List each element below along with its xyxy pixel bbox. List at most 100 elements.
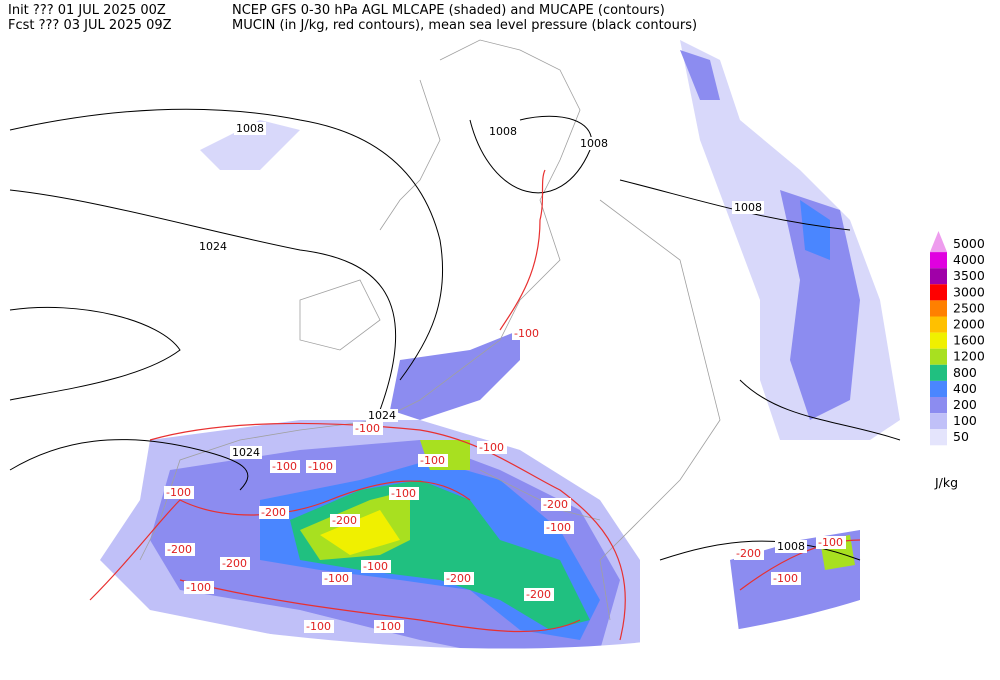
legend-label: 2500	[953, 300, 985, 315]
legend-swatch	[930, 284, 947, 301]
cin-label: -100	[818, 536, 843, 549]
pressure-label: 1024	[232, 446, 260, 459]
legend-label: 5000	[953, 236, 985, 251]
cin-label: -100	[306, 620, 331, 633]
legend-label: 200	[953, 397, 977, 412]
header-subtitle: MUCIN (in J/kg, red contours), mean sea …	[232, 18, 697, 33]
label-box	[444, 572, 474, 585]
contour-labels: 1008 1008 1008 1008 1024 1024 1024 1008 -100 -100…	[164, 122, 846, 633]
label-box	[816, 536, 846, 549]
cin-label: -100	[272, 460, 297, 473]
legend-label: 800	[953, 365, 977, 380]
legend-label: 400	[953, 381, 977, 396]
label-box	[544, 521, 574, 534]
cin-label: -100	[166, 486, 191, 499]
label-box	[330, 514, 360, 527]
pressure-label: 1008	[580, 137, 608, 150]
label-box	[234, 122, 266, 135]
label-box	[512, 327, 542, 340]
cin-label: -100	[308, 460, 333, 473]
label-box	[541, 498, 571, 511]
legend-label: 3500	[953, 268, 985, 283]
pressure-label: 1008	[489, 125, 517, 138]
cin-label: -100	[324, 572, 349, 585]
cin-label: -100	[773, 572, 798, 585]
cin-label: -100	[479, 441, 504, 454]
isobars	[9, 108, 901, 561]
pressure-label: 1024	[199, 240, 227, 253]
pressure-label: 1008	[734, 201, 762, 214]
cin-label: -100	[376, 620, 401, 633]
label-box	[259, 506, 289, 519]
label-box	[732, 201, 764, 214]
cin-label: -100	[420, 454, 445, 467]
label-box	[477, 441, 507, 454]
legend-label: 3000	[953, 284, 985, 299]
cin-label: -200	[446, 572, 471, 585]
label-box	[197, 240, 229, 253]
legend-label: 4000	[953, 252, 985, 267]
label-box	[524, 588, 554, 601]
cin-label: -200	[261, 506, 286, 519]
label-box	[230, 446, 262, 459]
legend-swatch	[930, 231, 947, 252]
legend-swatch	[930, 268, 947, 285]
cin-label: -200	[736, 547, 761, 560]
label-box	[775, 540, 807, 553]
label-box	[366, 409, 398, 422]
pressure-label: 1008	[236, 122, 264, 135]
legend-swatch	[930, 380, 947, 397]
label-box	[734, 547, 764, 560]
legend-swatch	[930, 348, 947, 365]
legend-swatch	[930, 332, 947, 349]
label-box	[374, 620, 404, 633]
header-init: Init ??? 01 JUL 2025 00Z	[8, 3, 166, 18]
legend-swatch	[930, 413, 947, 430]
cin-label: -100	[355, 422, 380, 435]
label-box	[487, 125, 519, 138]
label-box	[322, 572, 352, 585]
cin-label: -200	[167, 543, 192, 556]
legend-label: 1600	[953, 333, 985, 348]
pressure-label: 1008	[777, 540, 805, 553]
cin-label: -200	[526, 588, 551, 601]
label-box	[353, 422, 383, 435]
cin-label: -100	[363, 560, 388, 573]
label-box	[270, 460, 300, 473]
pressure-label: 1024	[368, 409, 396, 422]
legend-swatch	[930, 300, 947, 317]
cin-label: -100	[546, 521, 571, 534]
legend-swatch	[930, 316, 947, 333]
legend-label: 100	[953, 413, 977, 428]
label-box	[361, 560, 391, 573]
label-box	[304, 620, 334, 633]
legend-swatch	[930, 364, 947, 381]
label-box	[184, 581, 214, 594]
label-box	[389, 487, 419, 500]
cape-shading	[100, 40, 900, 670]
label-box	[418, 454, 448, 467]
cin-label: -100	[514, 327, 539, 340]
label-box	[220, 557, 250, 570]
label-box	[771, 572, 801, 585]
legend-label: 2000	[953, 317, 985, 332]
label-box	[578, 137, 610, 150]
label-box	[306, 460, 336, 473]
legend-swatch	[930, 429, 947, 446]
legend-swatch	[930, 252, 947, 269]
cin-label: -100	[186, 581, 211, 594]
label-box	[165, 543, 195, 556]
label-box	[164, 486, 194, 499]
cin-label: -200	[543, 498, 568, 511]
cin-label: -200	[332, 514, 357, 527]
header-fcst: Fcst ??? 03 JUL 2025 09Z	[8, 18, 172, 33]
legend-swatch	[930, 397, 947, 414]
cin-label: -100	[391, 487, 416, 500]
header-title: NCEP GFS 0-30 hPa AGL MLCAPE (shaded) an…	[232, 3, 665, 18]
legend-unit: J/kg	[934, 475, 958, 490]
legend-label: 50	[953, 429, 969, 444]
